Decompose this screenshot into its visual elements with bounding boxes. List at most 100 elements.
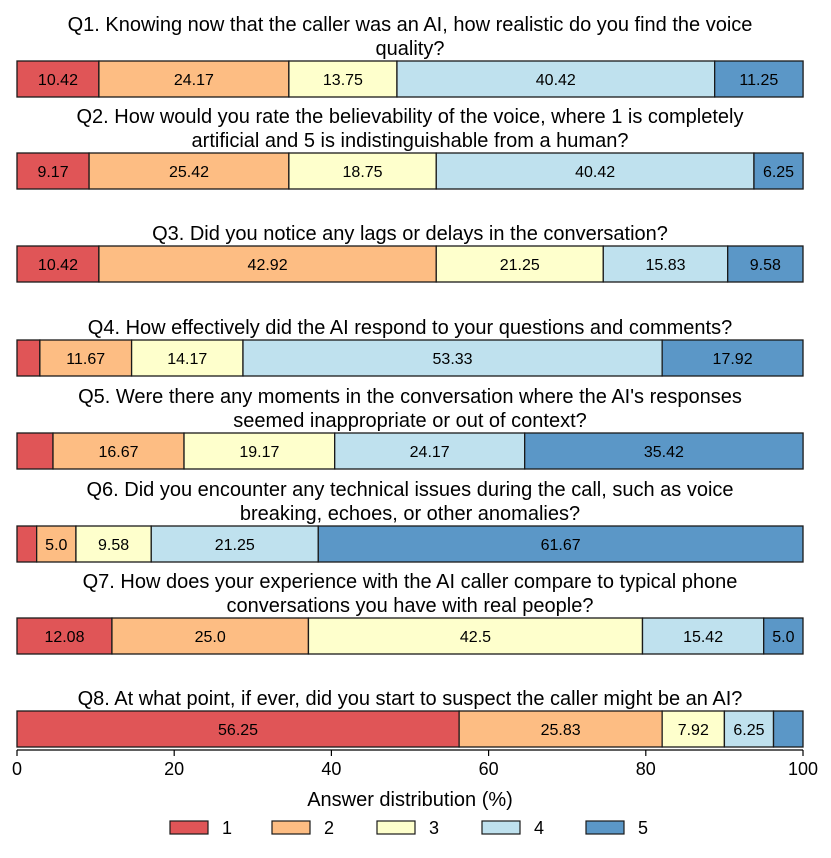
bar-segment bbox=[288, 152, 437, 190]
bar-segment bbox=[75, 525, 152, 563]
bar-segment bbox=[16, 525, 38, 563]
data-label: 24.17 bbox=[410, 444, 450, 461]
x-tick-label: 0 bbox=[12, 759, 22, 779]
bar-segment bbox=[39, 339, 133, 377]
data-label: 24.17 bbox=[174, 72, 214, 89]
bar-segment bbox=[524, 432, 804, 470]
data-label: 7.92 bbox=[678, 722, 709, 739]
data-label: 5.0 bbox=[45, 537, 67, 554]
question-5: Q5. Were there any moments in the conver… bbox=[16, 386, 804, 470]
data-label: 15.83 bbox=[645, 257, 685, 274]
data-label: 6.25 bbox=[733, 722, 764, 739]
bar-segment bbox=[52, 432, 185, 470]
data-label: 21.25 bbox=[215, 537, 255, 554]
bar-segment bbox=[727, 245, 804, 283]
x-tick-label: 20 bbox=[164, 759, 184, 779]
bar-segment bbox=[723, 710, 775, 748]
legend-label: 3 bbox=[429, 818, 439, 838]
data-label: 9.17 bbox=[37, 164, 68, 181]
bar-segment bbox=[16, 339, 41, 377]
question-3: Q3. Did you notice any lags or delays in… bbox=[16, 223, 804, 283]
question-2: Q2. How would you rate the believability… bbox=[16, 106, 804, 190]
question-title: Q6. Did you encounter any technical issu… bbox=[86, 479, 733, 501]
bar-segment bbox=[98, 60, 290, 98]
data-label: 35.42 bbox=[644, 444, 684, 461]
question-6: Q6. Did you encounter any technical issu… bbox=[16, 479, 804, 563]
bar-segment bbox=[661, 710, 726, 748]
legend: 1 2 3 4 5 bbox=[169, 818, 648, 838]
bar-segment bbox=[16, 60, 100, 98]
legend-label: 5 bbox=[638, 818, 648, 838]
data-label: 53.33 bbox=[433, 351, 473, 368]
data-label: 42.5 bbox=[460, 629, 491, 646]
legend-item-1: 1 bbox=[169, 818, 232, 838]
question-8: Q8. At what point, if ever, did you star… bbox=[16, 688, 804, 748]
question-title: seemed inappropriate or out of context? bbox=[233, 410, 587, 432]
bar-segment bbox=[602, 245, 729, 283]
x-axis-title: Answer distribution (%) bbox=[307, 789, 513, 811]
bar-segment bbox=[317, 525, 804, 563]
legend-item-5: 5 bbox=[585, 818, 648, 838]
data-label: 40.42 bbox=[575, 164, 615, 181]
data-label: 56.25 bbox=[218, 722, 258, 739]
data-label: 42.92 bbox=[248, 257, 288, 274]
x-tick-label: 40 bbox=[321, 759, 341, 779]
data-label: 14.17 bbox=[167, 351, 207, 368]
data-label: 10.42 bbox=[38, 257, 78, 274]
bar-segment bbox=[435, 152, 755, 190]
legend-label: 2 bbox=[324, 818, 334, 838]
legend-item-4: 4 bbox=[481, 818, 544, 838]
legend-swatch bbox=[376, 820, 416, 835]
questions-group: Q1. Knowing now that the caller was an A… bbox=[16, 14, 804, 748]
data-label: 61.67 bbox=[541, 537, 581, 554]
question-title: Q1. Knowing now that the caller was an A… bbox=[68, 14, 753, 36]
question-title: breaking, echoes, or other anomalies? bbox=[240, 503, 580, 525]
question-title: artificial and 5 is indistinguishable fr… bbox=[192, 130, 629, 152]
data-label: 15.42 bbox=[683, 629, 723, 646]
bar-segment bbox=[763, 617, 804, 655]
bar-segment bbox=[16, 432, 54, 470]
question-title: Q2. How would you rate the believability… bbox=[76, 106, 743, 128]
question-title: Q3. Did you notice any lags or delays in… bbox=[152, 223, 668, 245]
legend-item-2: 2 bbox=[271, 818, 334, 838]
bar-segment bbox=[288, 60, 398, 98]
bar-segment bbox=[130, 339, 244, 377]
question-title: Q4. How effectively did the AI respond t… bbox=[88, 317, 732, 339]
data-label: 25.83 bbox=[541, 722, 581, 739]
bar-segment bbox=[714, 60, 804, 98]
data-label: 13.75 bbox=[323, 72, 363, 89]
legend-swatch bbox=[585, 820, 625, 835]
bar-segment bbox=[753, 152, 804, 190]
data-label: 25.42 bbox=[169, 164, 209, 181]
x-tick-label: 100 bbox=[788, 759, 818, 779]
x-tick-label: 80 bbox=[636, 759, 656, 779]
bar-segment bbox=[16, 617, 113, 655]
data-label: 5.0 bbox=[772, 629, 794, 646]
data-label: 9.58 bbox=[750, 257, 781, 274]
data-label: 11.25 bbox=[739, 72, 778, 89]
data-label: 11.67 bbox=[66, 351, 105, 368]
data-label: 10.42 bbox=[38, 72, 78, 89]
x-axis: 0 20 40 60 80 100 bbox=[12, 749, 818, 779]
legend-swatch bbox=[271, 820, 311, 835]
bar-segment bbox=[641, 617, 765, 655]
bar-segment bbox=[772, 710, 804, 748]
data-label: 18.75 bbox=[343, 164, 383, 181]
data-label: 9.58 bbox=[98, 537, 129, 554]
bar-segment bbox=[111, 617, 310, 655]
x-tick-label: 60 bbox=[479, 759, 499, 779]
bar-segment bbox=[458, 710, 663, 748]
legend-item-3: 3 bbox=[376, 818, 439, 838]
data-label: 16.67 bbox=[98, 444, 138, 461]
bar-segment bbox=[242, 339, 663, 377]
question-title: quality? bbox=[376, 38, 445, 60]
data-label: 21.25 bbox=[500, 257, 540, 274]
data-label: 25.0 bbox=[195, 629, 226, 646]
question-4: Q4. How effectively did the AI respond t… bbox=[16, 317, 804, 377]
legend-swatch bbox=[169, 820, 209, 835]
question-7: Q7. How does your experience with the AI… bbox=[16, 571, 804, 655]
data-label: 17.92 bbox=[713, 351, 753, 368]
bar-segment bbox=[435, 245, 604, 283]
question-title: conversations you have with real people? bbox=[227, 595, 594, 617]
